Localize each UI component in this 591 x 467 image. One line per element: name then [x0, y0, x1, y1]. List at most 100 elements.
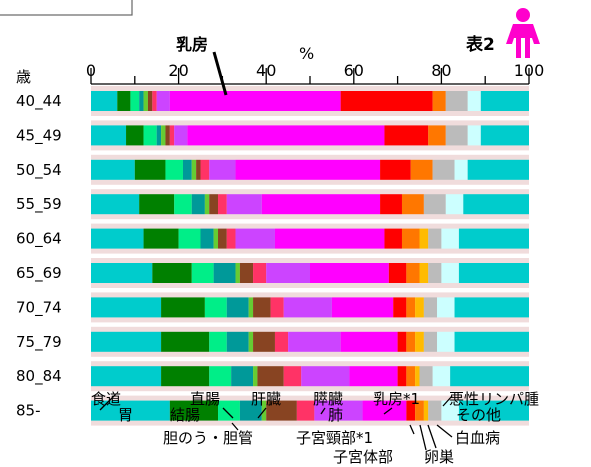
bar-segment [428, 125, 446, 146]
bar-segment [165, 125, 170, 146]
bar-segment [161, 331, 210, 352]
bar-segment [428, 228, 442, 249]
bar-segment [182, 159, 192, 180]
category-label: 80_84 [16, 367, 62, 386]
bar-segment [187, 125, 385, 146]
category-label: 60_64 [16, 230, 62, 249]
legend-esophagus: 食道 [91, 390, 121, 408]
bar-segment [419, 366, 433, 387]
bar-segment [458, 400, 529, 421]
bar-segment [266, 263, 310, 283]
bar-segment [406, 366, 416, 387]
legend-corpus: 子宮体部 [333, 448, 393, 466]
bar-segment [415, 400, 424, 421]
bar-segment [91, 331, 162, 352]
bar-segment [226, 228, 236, 249]
bar-segment [340, 331, 398, 352]
bar-segment [406, 263, 420, 283]
category-label: 40_44 [16, 92, 62, 111]
category-label: 55_59 [16, 195, 62, 214]
bar-segment [209, 331, 227, 352]
bar-segment [423, 194, 446, 215]
bar-segment [331, 297, 394, 318]
bar-segment [445, 125, 468, 146]
bar-segment [152, 263, 192, 283]
bar-segment [248, 297, 254, 318]
bar-segment [91, 297, 162, 318]
x-tick-label: 40 [256, 61, 276, 80]
female-icon [506, 8, 540, 58]
bar-segment [340, 91, 433, 111]
bar-segment [218, 228, 227, 249]
category-label: 75_79 [16, 333, 62, 352]
bar-segment [200, 228, 214, 249]
bar-segment [152, 91, 157, 111]
bar-segment [283, 297, 332, 318]
bar-segment [248, 331, 254, 352]
category-label: 70_74 [16, 298, 62, 317]
top-frame-box [0, 0, 133, 16]
bar-segment [310, 263, 389, 283]
breast-annotation: 乳房 [176, 35, 208, 54]
bar-segment [91, 400, 170, 421]
bar-segment [397, 331, 407, 352]
legend-colon: 結腸 [170, 406, 200, 424]
x-tick-label: 0 [86, 61, 96, 80]
bar-segment [437, 331, 455, 352]
legend-lymphoma: 悪性リンパ腫 [449, 390, 539, 408]
bar-segment [239, 263, 254, 283]
bar-segment [196, 159, 201, 180]
bar-segment [209, 159, 236, 180]
bar-segment [143, 125, 157, 146]
bar-segment [209, 194, 219, 215]
bar-segment [432, 366, 451, 387]
bar-segment [432, 159, 455, 180]
bar-segment [161, 366, 210, 387]
legend-liver: 肝臓 [251, 390, 281, 408]
bar-segment [218, 194, 227, 215]
bar-segment [437, 297, 455, 318]
bar-segment [257, 366, 284, 387]
legend-leader-lines [99, 394, 453, 451]
legend-other: その他 [456, 406, 501, 424]
legend-stomach: 胃 [118, 406, 133, 424]
bar-segment [384, 228, 402, 249]
bar-segment [226, 297, 249, 318]
x-tick-label: 100 [514, 61, 545, 80]
bar-segment [458, 228, 529, 249]
bar-segment [406, 400, 416, 421]
bar-segment [139, 194, 175, 215]
bar-segment [235, 159, 381, 180]
bar-segment [134, 159, 166, 180]
bar-segment [204, 297, 227, 318]
bar-segment [296, 400, 315, 421]
bar-segment [253, 331, 275, 352]
bar-segment [419, 228, 429, 249]
category-label: 65_69 [16, 264, 62, 283]
bar-segment [130, 91, 140, 111]
bar-segment [253, 366, 258, 387]
bar-segment [209, 366, 232, 387]
bar-segment [467, 91, 481, 111]
bar-segment [161, 297, 205, 318]
bar-segment [147, 91, 153, 111]
legend-pancreas: 膵臓 [313, 390, 343, 408]
bar-segment [393, 297, 407, 318]
bar-segment [169, 400, 219, 421]
bar-segment [283, 366, 302, 387]
bar-segment [388, 263, 407, 283]
bar-segment [226, 331, 249, 352]
bar-segments [91, 91, 529, 421]
bar-segment [423, 331, 438, 352]
category-legend: 食道 胃 直腸 結腸 肝臓 胆のう・胆管 膵臓 肺 乳房*1 子宮頸部*1 子宮… [91, 390, 539, 466]
bar-segment [415, 297, 424, 318]
bar-segment [253, 297, 271, 318]
bar-segment [91, 263, 153, 283]
bar-segment [454, 159, 468, 180]
bar-segment [454, 297, 529, 318]
bar-segment [380, 194, 402, 215]
bar-segment [191, 263, 214, 283]
bar-segment [191, 194, 205, 215]
bar-segment [314, 400, 363, 421]
